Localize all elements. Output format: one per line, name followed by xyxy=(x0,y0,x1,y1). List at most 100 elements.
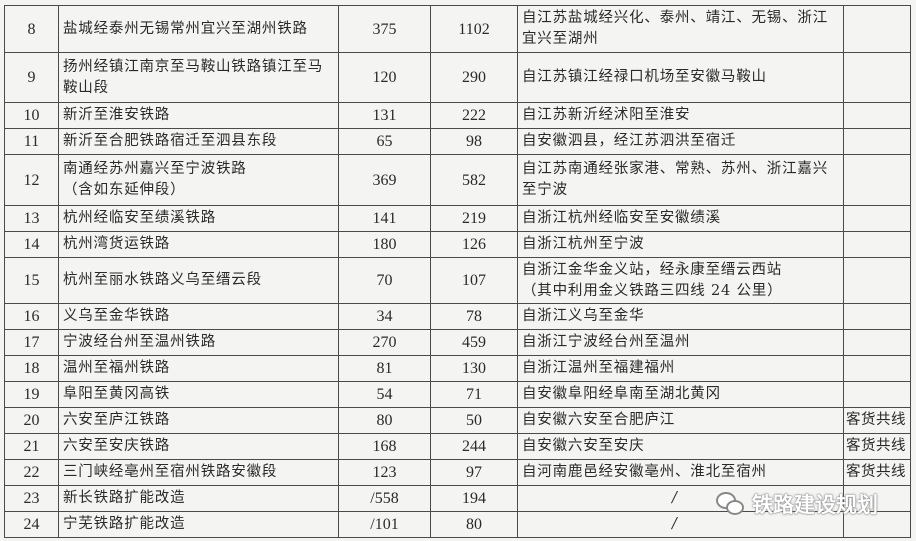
table-row: 9 扬州经镇江南京至马鞍山铁路镇江至马 鞍山段 120 290 自江苏镇江经禄口机场至安徽… xyxy=(4,52,911,103)
project-name-line: 新沂至淮安铁路 xyxy=(63,107,171,123)
value-a: 270 xyxy=(338,329,431,356)
route-description: 自河南鹿邑经安徽亳州、淮北至宿州 xyxy=(517,459,844,486)
value-b: 78 xyxy=(430,303,518,330)
table-row: 15 杭州至丽水铁路义乌至缙云段 70 107 自浙江金华金义站，经永康至缙云西站 （其中… xyxy=(4,257,911,304)
wechat-icon xyxy=(716,492,746,516)
project-name: 新沂至淮安铁路 xyxy=(58,102,339,129)
route-description: 自浙江杭州经临安至安徽绩溪 xyxy=(517,205,844,232)
route-description: 自安徽泗县，经江苏泗洪至宿迁 xyxy=(517,128,844,155)
value-b: 194 xyxy=(430,485,518,512)
value-b: 130 xyxy=(430,355,518,382)
row-number: 15 xyxy=(4,257,59,304)
table-row: 10 新沂至淮安铁路 131 222 自江苏新沂经沭阳至淮安 xyxy=(4,102,911,129)
row-number: 11 xyxy=(4,128,59,155)
project-name: 六安至庐江铁路 xyxy=(58,407,339,434)
row-number: 20 xyxy=(4,407,59,434)
row-number: 10 xyxy=(4,102,59,129)
remark: 客货共线 xyxy=(843,407,911,434)
value-a: 131 xyxy=(338,102,431,129)
route-description-line: 自浙江金华金义站，经永康至缙云西站 xyxy=(522,261,783,278)
remark xyxy=(843,355,911,382)
route-description-line: 自浙江义乌至金华 xyxy=(522,308,645,324)
project-name: 杭州至丽水铁路义乌至缙云段 xyxy=(58,257,339,304)
route-description-line: 自安徽泗县，经江苏泗洪至宿迁 xyxy=(522,133,737,149)
row-number: 8 xyxy=(4,5,59,53)
project-name-line: 盐城经泰州无锡常州宜兴至湖州铁路 xyxy=(63,20,308,37)
value-b: 50 xyxy=(430,407,518,434)
route-description: 自浙江金华金义站，经永康至缙云西站 （其中利用金义铁路三四线 24 公里） xyxy=(517,257,844,304)
table-row: 12 南通经苏州嘉兴至宁波铁路 （含如东延伸段） 369 582 自江苏南通经张家港、常熟… xyxy=(4,154,911,206)
table-row: 8 盐城经泰州无锡常州宜兴至湖州铁路 375 1102 自江苏盐城经兴化、泰州、靖江、无… xyxy=(4,5,911,53)
railway-project-table: 8 盐城经泰州无锡常州宜兴至湖州铁路 375 1102 自江苏盐城经兴化、泰州、靖江、无… xyxy=(4,5,911,538)
project-name: 宁芜铁路扩能改造 xyxy=(58,511,339,538)
value-a: 34 xyxy=(338,303,431,330)
project-name: 义乌至金华铁路 xyxy=(58,303,339,330)
row-number: 14 xyxy=(4,231,59,258)
value-a: 168 xyxy=(338,433,431,460)
project-name: 新沂至合肥铁路宿迁至泗县东段 xyxy=(58,128,339,155)
value-b: 107 xyxy=(430,257,518,304)
route-description-line: 自浙江温州至福建福州 xyxy=(522,360,675,376)
row-number: 13 xyxy=(4,205,59,232)
value-a: /558 xyxy=(338,485,431,512)
project-name-line: 杭州经临安至绩溪铁路 xyxy=(63,210,216,226)
value-a: 81 xyxy=(338,355,431,382)
remark xyxy=(843,128,911,155)
row-number: 19 xyxy=(4,381,59,408)
route-description-line: （其中利用金义铁路三四线 24 公里） xyxy=(522,282,783,299)
remark xyxy=(843,257,911,304)
remark xyxy=(843,154,911,206)
project-name-line: 六安至安庆铁路 xyxy=(63,438,171,454)
route-description-line: 自河南鹿邑经安徽亳州、淮北至宿州 xyxy=(522,464,767,480)
row-number: 22 xyxy=(4,459,59,486)
route-description: 自江苏盐城经兴化、泰州、靖江、无锡、浙江 宜兴至湖州 xyxy=(517,5,844,53)
project-name-line: 新沂至合肥铁路宿迁至泗县东段 xyxy=(63,133,278,149)
remark xyxy=(843,303,911,330)
route-description-line: 至宁波 xyxy=(522,182,568,198)
route-description-line: 自江苏南通经张家港、常熟、苏州、浙江嘉兴 xyxy=(522,161,828,177)
project-name-line: 阜阳至黄冈高铁 xyxy=(63,386,171,402)
value-b: 244 xyxy=(430,433,518,460)
route-description: 自浙江宁波经台州至温州 xyxy=(517,329,844,356)
route-description-line: 自江苏镇江经禄口机场至安徽马鞍山 xyxy=(522,69,767,85)
route-description-line: 自江苏新沂经沭阳至淮安 xyxy=(522,107,691,123)
project-name-line: 杭州湾货运铁路 xyxy=(63,236,171,252)
project-name: 阜阳至黄冈高铁 xyxy=(58,381,339,408)
row-number: 21 xyxy=(4,433,59,460)
table-row: 24 宁芜铁路扩能改造/101 80 / xyxy=(4,511,911,538)
route-description: 自浙江杭州至宁波 xyxy=(517,231,844,258)
route-description-line: 自安徽六安至合肥庐江 xyxy=(522,412,675,428)
table-row: 14 杭州湾货运铁路 180 126 自浙江杭州至宁波 xyxy=(4,231,911,258)
project-name-line: 南通经苏州嘉兴至宁波铁路 xyxy=(63,161,247,177)
row-number: 17 xyxy=(4,329,59,356)
remark xyxy=(843,102,911,129)
project-name: 南通经苏州嘉兴至宁波铁路 （含如东延伸段） xyxy=(58,154,339,206)
table-row: 20 六安至庐江铁路 80 50 自安徽六安至合肥庐江 客货共线 xyxy=(4,407,911,434)
project-name: 新长铁路扩能改造 xyxy=(58,485,339,512)
row-number: 18 xyxy=(4,355,59,382)
project-name: 扬州经镇江南京至马鞍山铁路镇江至马 鞍山段 xyxy=(58,52,339,103)
route-description: 自江苏镇江经禄口机场至安徽马鞍山 xyxy=(517,52,844,103)
route-description: 自安徽六安至合肥庐江 xyxy=(517,407,844,434)
route-description: 自江苏南通经张家港、常熟、苏州、浙江嘉兴 至宁波 xyxy=(517,154,844,206)
project-name: 杭州湾货运铁路 xyxy=(58,231,339,258)
project-name-line: 鞍山段 xyxy=(63,79,109,96)
remark xyxy=(843,52,911,103)
remark xyxy=(843,329,911,356)
value-a: 54 xyxy=(338,381,431,408)
project-name: 三门峡经亳州至宿州铁路安徽段 xyxy=(58,459,339,486)
value-a: /101 xyxy=(338,511,431,538)
project-name: 温州至福州铁路 xyxy=(58,355,339,382)
value-a: 120 xyxy=(338,52,431,103)
project-name-line: 宁芜铁路扩能改造 xyxy=(63,516,186,532)
route-description-line: 自江苏盐城经兴化、泰州、靖江、无锡、浙江 xyxy=(522,10,828,26)
project-name-line: 新长铁路扩能改造 xyxy=(63,490,186,506)
route-description-line: 自安徽六安至安庆 xyxy=(522,438,645,454)
value-b: 219 xyxy=(430,205,518,232)
watermark-text: 铁路建设规划 xyxy=(752,493,878,517)
value-a: 375 xyxy=(338,5,431,53)
remark xyxy=(843,231,911,258)
project-name: 杭州经临安至绩溪铁路 xyxy=(58,205,339,232)
project-name-line: 杭州至丽水铁路义乌至缙云段 xyxy=(63,272,262,288)
remark xyxy=(843,205,911,232)
